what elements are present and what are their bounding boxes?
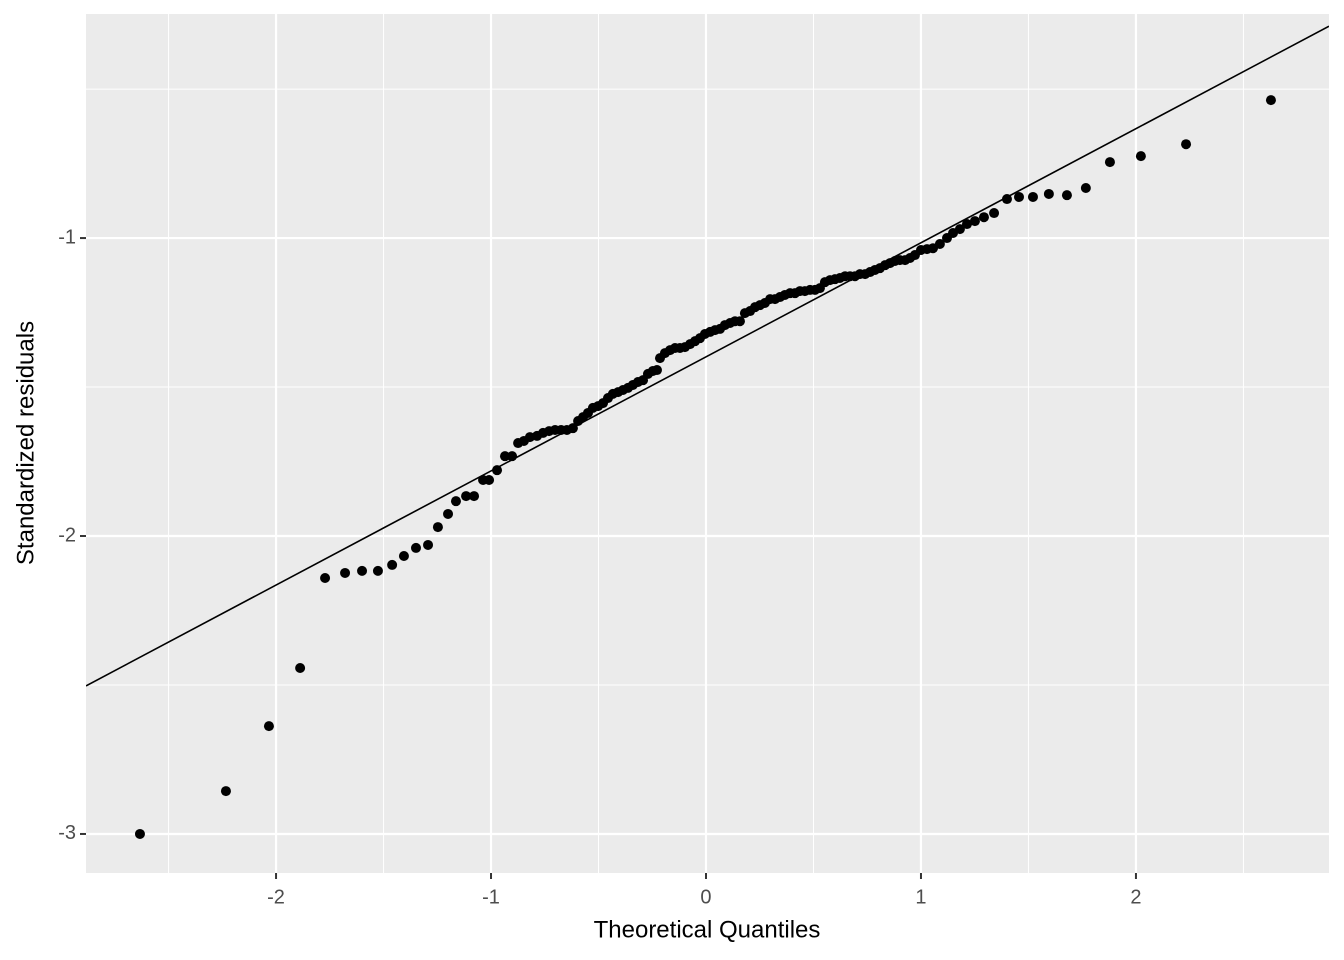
point [1043, 188, 1054, 199]
x-tick-label: 0 [700, 886, 711, 908]
point [295, 663, 306, 674]
plot-panel [86, 14, 1329, 873]
point [484, 474, 495, 485]
point [507, 451, 518, 462]
point [989, 208, 1000, 219]
point [934, 239, 945, 250]
x-tick-label: -1 [482, 886, 500, 908]
y-tick-label: -1 [58, 226, 76, 248]
point [734, 316, 745, 327]
point [134, 828, 145, 839]
reference-line [86, 25, 1329, 687]
point [387, 559, 398, 570]
point [1104, 157, 1115, 168]
point [220, 786, 231, 797]
point [461, 491, 472, 502]
point [450, 496, 461, 507]
point [1014, 191, 1025, 202]
point [1001, 194, 1012, 205]
point [357, 565, 368, 576]
y-axis-title: Standardized residuals [12, 321, 39, 565]
x-tick-label: 1 [915, 886, 926, 908]
grid [86, 14, 1329, 873]
point [492, 465, 503, 476]
point [567, 423, 578, 434]
point [954, 224, 965, 235]
point [443, 508, 454, 519]
y-tick-label: -2 [58, 524, 76, 546]
point [961, 219, 972, 230]
point [651, 365, 662, 376]
point [263, 721, 274, 732]
x-axis-title: Theoretical Quantiles [594, 916, 821, 943]
point [1061, 190, 1072, 201]
point [1181, 139, 1192, 150]
point [410, 542, 421, 553]
point [978, 212, 989, 223]
y-tick-label: -3 [58, 822, 76, 844]
point [320, 573, 331, 584]
x-tick-label: 2 [1130, 886, 1141, 908]
point [1080, 183, 1091, 194]
point [432, 522, 443, 533]
x-tick-label: -2 [267, 886, 285, 908]
point [398, 550, 409, 561]
point [423, 539, 434, 550]
marks [86, 25, 1329, 839]
point [469, 491, 480, 502]
point [1135, 151, 1146, 162]
point [1027, 191, 1038, 202]
point [969, 216, 980, 227]
point [372, 565, 383, 576]
point [340, 567, 351, 578]
labels: -3 -2 -1 -2 -1 0 1 2 [58, 226, 1141, 908]
point [1265, 95, 1276, 106]
point [499, 451, 510, 462]
